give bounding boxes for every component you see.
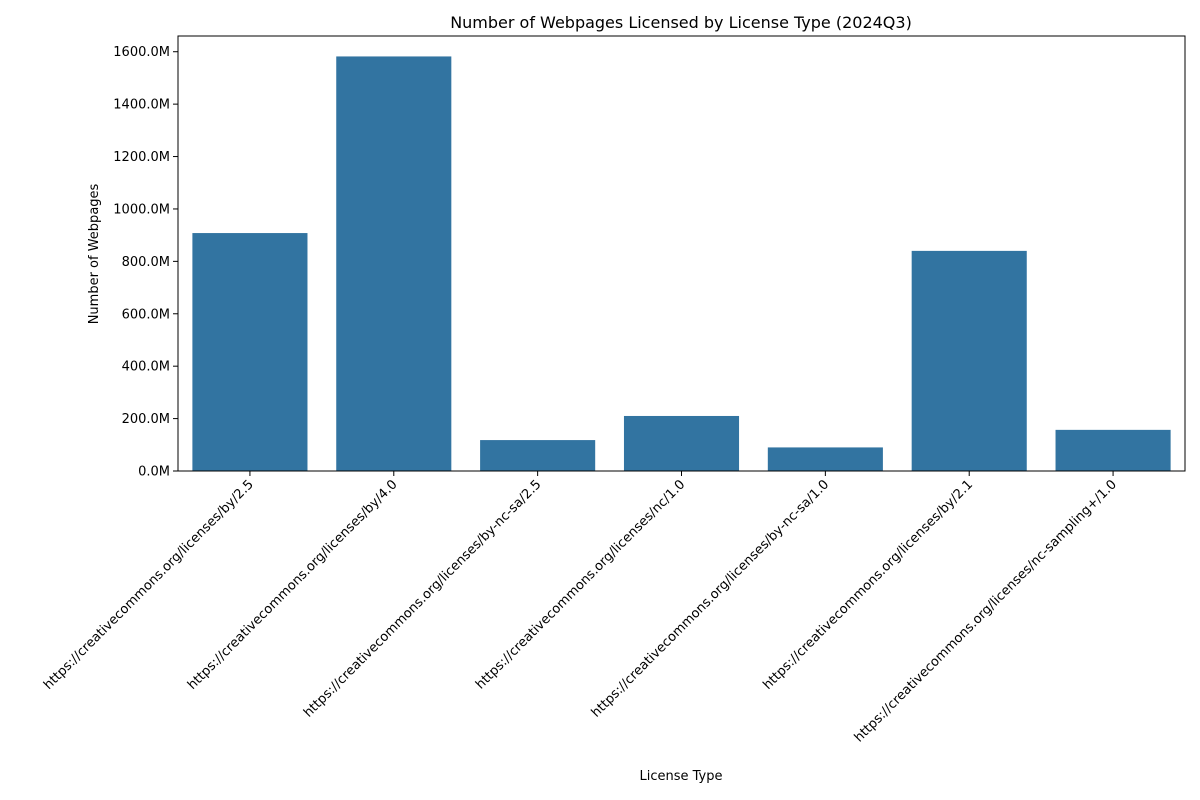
y-tick-label-3: 600.0M xyxy=(122,307,170,322)
y-axis-label: Number of Webpages xyxy=(87,183,102,324)
y-tick-label-0: 0.0M xyxy=(138,465,170,480)
y-tick-label-7: 1400.0M xyxy=(113,98,170,113)
y-tick-label-2: 400.0M xyxy=(122,360,170,375)
x-axis-label: License Type xyxy=(639,769,722,784)
plot-area xyxy=(177,35,1186,472)
bar-6 xyxy=(1055,429,1171,471)
x-tick-label-2: https://creativecommons.org/licenses/by-… xyxy=(301,477,544,720)
y-tick-label-1: 200.0M xyxy=(122,412,170,427)
y-tick-label-6: 1200.0M xyxy=(113,150,170,165)
plot-frame xyxy=(177,35,1186,472)
bar-0 xyxy=(192,233,308,471)
x-tick-label-4: https://creativecommons.org/licenses/by-… xyxy=(589,477,832,720)
y-axis: 0.0M 200.0M 400.0M 600.0M 800.0M 1000.0M 1200.… xyxy=(113,45,178,480)
y-tick-label-4: 800.0M xyxy=(122,255,170,270)
chart-title: Number of Webpages Licensed by License T… xyxy=(450,13,912,32)
y-tick-label-5: 1000.0M xyxy=(113,202,170,217)
bar-5 xyxy=(911,250,1027,471)
bar-1 xyxy=(336,56,452,471)
x-axis: https://creativecommons.org/licenses/by/… xyxy=(41,471,1120,745)
y-tick-label-8: 1600.0M xyxy=(113,45,170,60)
x-tick-label-6: https://creativecommons.org/licenses/nc-… xyxy=(852,477,1120,745)
bar-3 xyxy=(623,415,740,471)
bar-4 xyxy=(767,447,883,471)
bar-2 xyxy=(480,440,596,471)
